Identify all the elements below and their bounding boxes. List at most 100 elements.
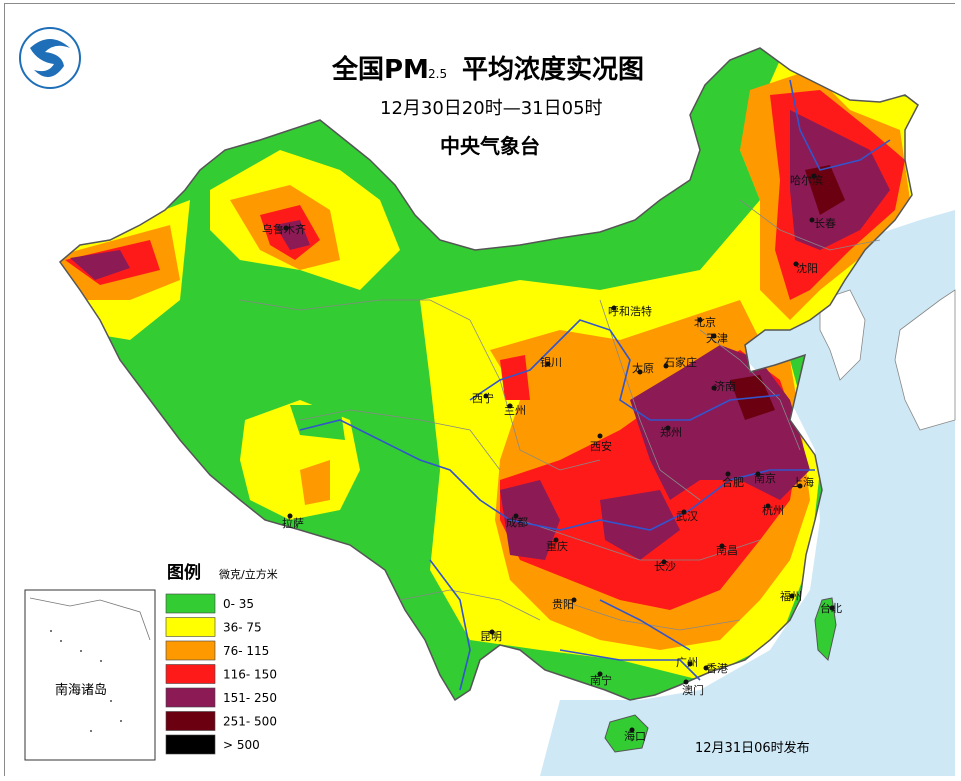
city-label-wuhan: 武汉	[676, 510, 698, 523]
city-label-chengdu: 成都	[506, 516, 528, 529]
legend-label-4: 151- 250	[223, 691, 277, 705]
city-dot-jinan	[711, 385, 717, 391]
city-dot-xining	[483, 393, 489, 399]
cma-logo	[19, 27, 81, 89]
south-china-sea-inset: 南海诸岛	[24, 589, 156, 761]
city-dot-guangzhou	[687, 661, 693, 667]
inset-label: 南海诸岛	[55, 682, 107, 698]
city-dot-haikou	[629, 727, 635, 733]
legend-title: 图例	[167, 562, 201, 583]
city-dot-lhasa	[287, 513, 293, 519]
legend-label-5: 251- 500	[223, 715, 277, 729]
city-label-chongqing: 重庆	[546, 539, 568, 553]
city-label-xining: 西宁	[472, 391, 494, 405]
legend-swatch-0	[165, 593, 216, 614]
city-dot-shanghai	[797, 483, 803, 489]
legend-swatch-2	[165, 640, 216, 661]
city-dot-hohhot	[611, 305, 617, 311]
city-dot-chongqing	[553, 537, 559, 543]
title-suffix: 平均浓度实况图	[462, 54, 644, 85]
city-label-jinan: 济南	[714, 379, 736, 393]
legend-swatch-4	[165, 687, 216, 708]
city-label-urumqi: 乌鲁木齐	[262, 222, 306, 236]
city-dot-chengdu	[513, 513, 519, 519]
city-label-haikou: 海口	[624, 729, 646, 743]
city-label-yinchuan: 银川	[540, 355, 562, 369]
city-dot-fuzhou	[789, 593, 795, 599]
title-agency: 中央气象台	[440, 134, 540, 158]
title-period: 12月30日20时—31日05时	[380, 98, 603, 119]
city-label-guangzhou: 广州	[676, 656, 698, 669]
legend-swatch-1	[165, 617, 216, 637]
korea-peninsula	[819, 289, 866, 381]
city-label-nanning: 南宁	[590, 673, 612, 687]
city-dot-wuhan	[681, 509, 687, 515]
city-label-taibei: 台北	[820, 601, 842, 615]
city-label-shanghai: 上海	[792, 475, 814, 489]
national-border	[58, 47, 919, 702]
legend-swatch-5	[165, 711, 216, 731]
city-label-shijiazhuang: 石家庄	[664, 355, 697, 369]
city-label-zhengzhou: 郑州	[660, 425, 682, 439]
city-label-lhasa: 拉萨	[282, 516, 304, 530]
city-label-tianjin: 天津	[706, 332, 728, 345]
city-label-shenyang: 沈阳	[796, 261, 818, 275]
city-dot-nanjing	[755, 471, 761, 477]
city-dot-harbin	[811, 173, 817, 179]
city-label-changsha: 长沙	[654, 560, 676, 573]
city-label-hohhot: 呼和浩特	[608, 304, 652, 318]
japan-coast	[894, 289, 956, 431]
city-dot-hefei	[725, 471, 731, 477]
city-label-hefei: 合肥	[722, 475, 744, 489]
legend-swatch-3	[165, 664, 216, 684]
city-dot-changchun	[809, 217, 815, 223]
city-label-kunming: 昆明	[480, 630, 502, 643]
city-markers	[283, 173, 835, 733]
city-dot-hangzhou	[765, 503, 771, 509]
legend: 图例 微克/立方米 0- 35 36- 75 76- 115 116- 150 151-…	[161, 562, 278, 757]
legend-label-1: 36- 75	[223, 621, 262, 635]
city-label-taiyuan: 太原	[632, 362, 654, 375]
title-block: 全国PM 2.5 平均浓度实况图 12月30日20时—31日05时 中央气象台	[331, 54, 644, 158]
city-dot-taiyuan	[637, 369, 643, 375]
city-dot-yinchuan	[545, 361, 551, 367]
city-dot-kunming	[489, 629, 495, 635]
city-dot-guiyang	[571, 597, 577, 603]
city-label-changchun: 长春	[814, 217, 836, 230]
title-subscript: 2.5	[428, 67, 447, 81]
city-dot-nanning	[597, 671, 603, 677]
legend-label-0: 0- 35	[223, 597, 254, 611]
city-dot-taibei	[829, 605, 835, 611]
city-label-harbin: 哈尔滨	[790, 173, 823, 187]
city-label-hangzhou: 杭州	[762, 503, 784, 517]
city-label-macao: 澳门	[682, 683, 704, 697]
city-label-lanzhou: 兰州	[504, 404, 526, 417]
city-dot-beijing	[697, 317, 703, 323]
city-dot-macao	[683, 679, 689, 685]
city-dot-urumqi	[283, 225, 289, 231]
legend-label-2: 76- 115	[223, 644, 269, 658]
city-dot-changsha	[661, 559, 667, 565]
city-dot-shijiazhuang	[663, 363, 669, 369]
legend-swatch-6	[165, 734, 216, 755]
city-dot-lanzhou	[507, 403, 513, 409]
city-dot-shenyang	[793, 261, 799, 267]
city-label-nanjing: 南京	[754, 471, 776, 485]
city-label-fuzhou: 福州	[780, 589, 802, 603]
rivers	[299, 79, 891, 691]
city-dot-hongkong	[703, 665, 709, 671]
city-dot-nanchang	[719, 543, 725, 549]
city-dot-xian	[597, 433, 603, 439]
city-label-xian: 西安	[590, 439, 612, 453]
city-label-guiyang: 贵阳	[552, 598, 574, 611]
province-borders	[239, 199, 881, 631]
city-dot-zhengzhou	[665, 425, 671, 431]
title-main: 全国PM	[331, 54, 429, 85]
hainan-island	[604, 714, 649, 753]
city-label-beijing: 北京	[694, 315, 716, 329]
city-label-nanchang: 南昌	[716, 544, 738, 557]
legend-unit: 微克/立方米	[219, 567, 278, 581]
city-label-hongkong: 香港	[706, 662, 728, 675]
publish-time: 12月31日06时发布	[695, 740, 810, 756]
